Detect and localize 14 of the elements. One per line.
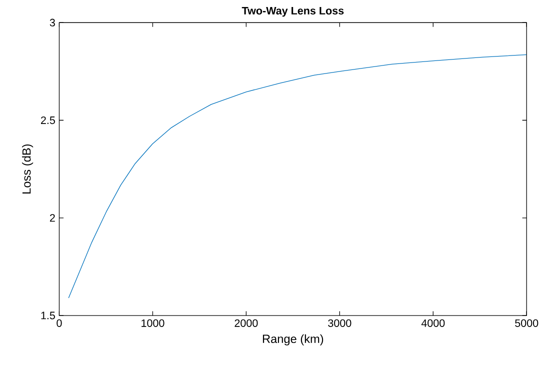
y-tick-label: 2.5	[41, 116, 55, 124]
x-tick-label: 0	[56, 319, 62, 327]
x-tick-label: 2000	[234, 319, 258, 327]
x-tick-label: 1000	[142, 319, 164, 327]
x-tick-label: 5000	[515, 319, 538, 327]
y-tick-label: 3	[50, 18, 55, 26]
y-tick-label: 1.5	[41, 312, 55, 320]
y-axis-title: Loss (dB)	[22, 144, 34, 194]
x-tick-label: 4000	[421, 319, 445, 327]
chart-title: Two-Way Lens Loss	[242, 6, 344, 17]
y-tick-label: 2	[50, 214, 55, 222]
line-series	[68, 54, 527, 298]
x-tick-label: 3000	[328, 319, 352, 327]
x-axis-title: Range (km)	[262, 334, 324, 346]
